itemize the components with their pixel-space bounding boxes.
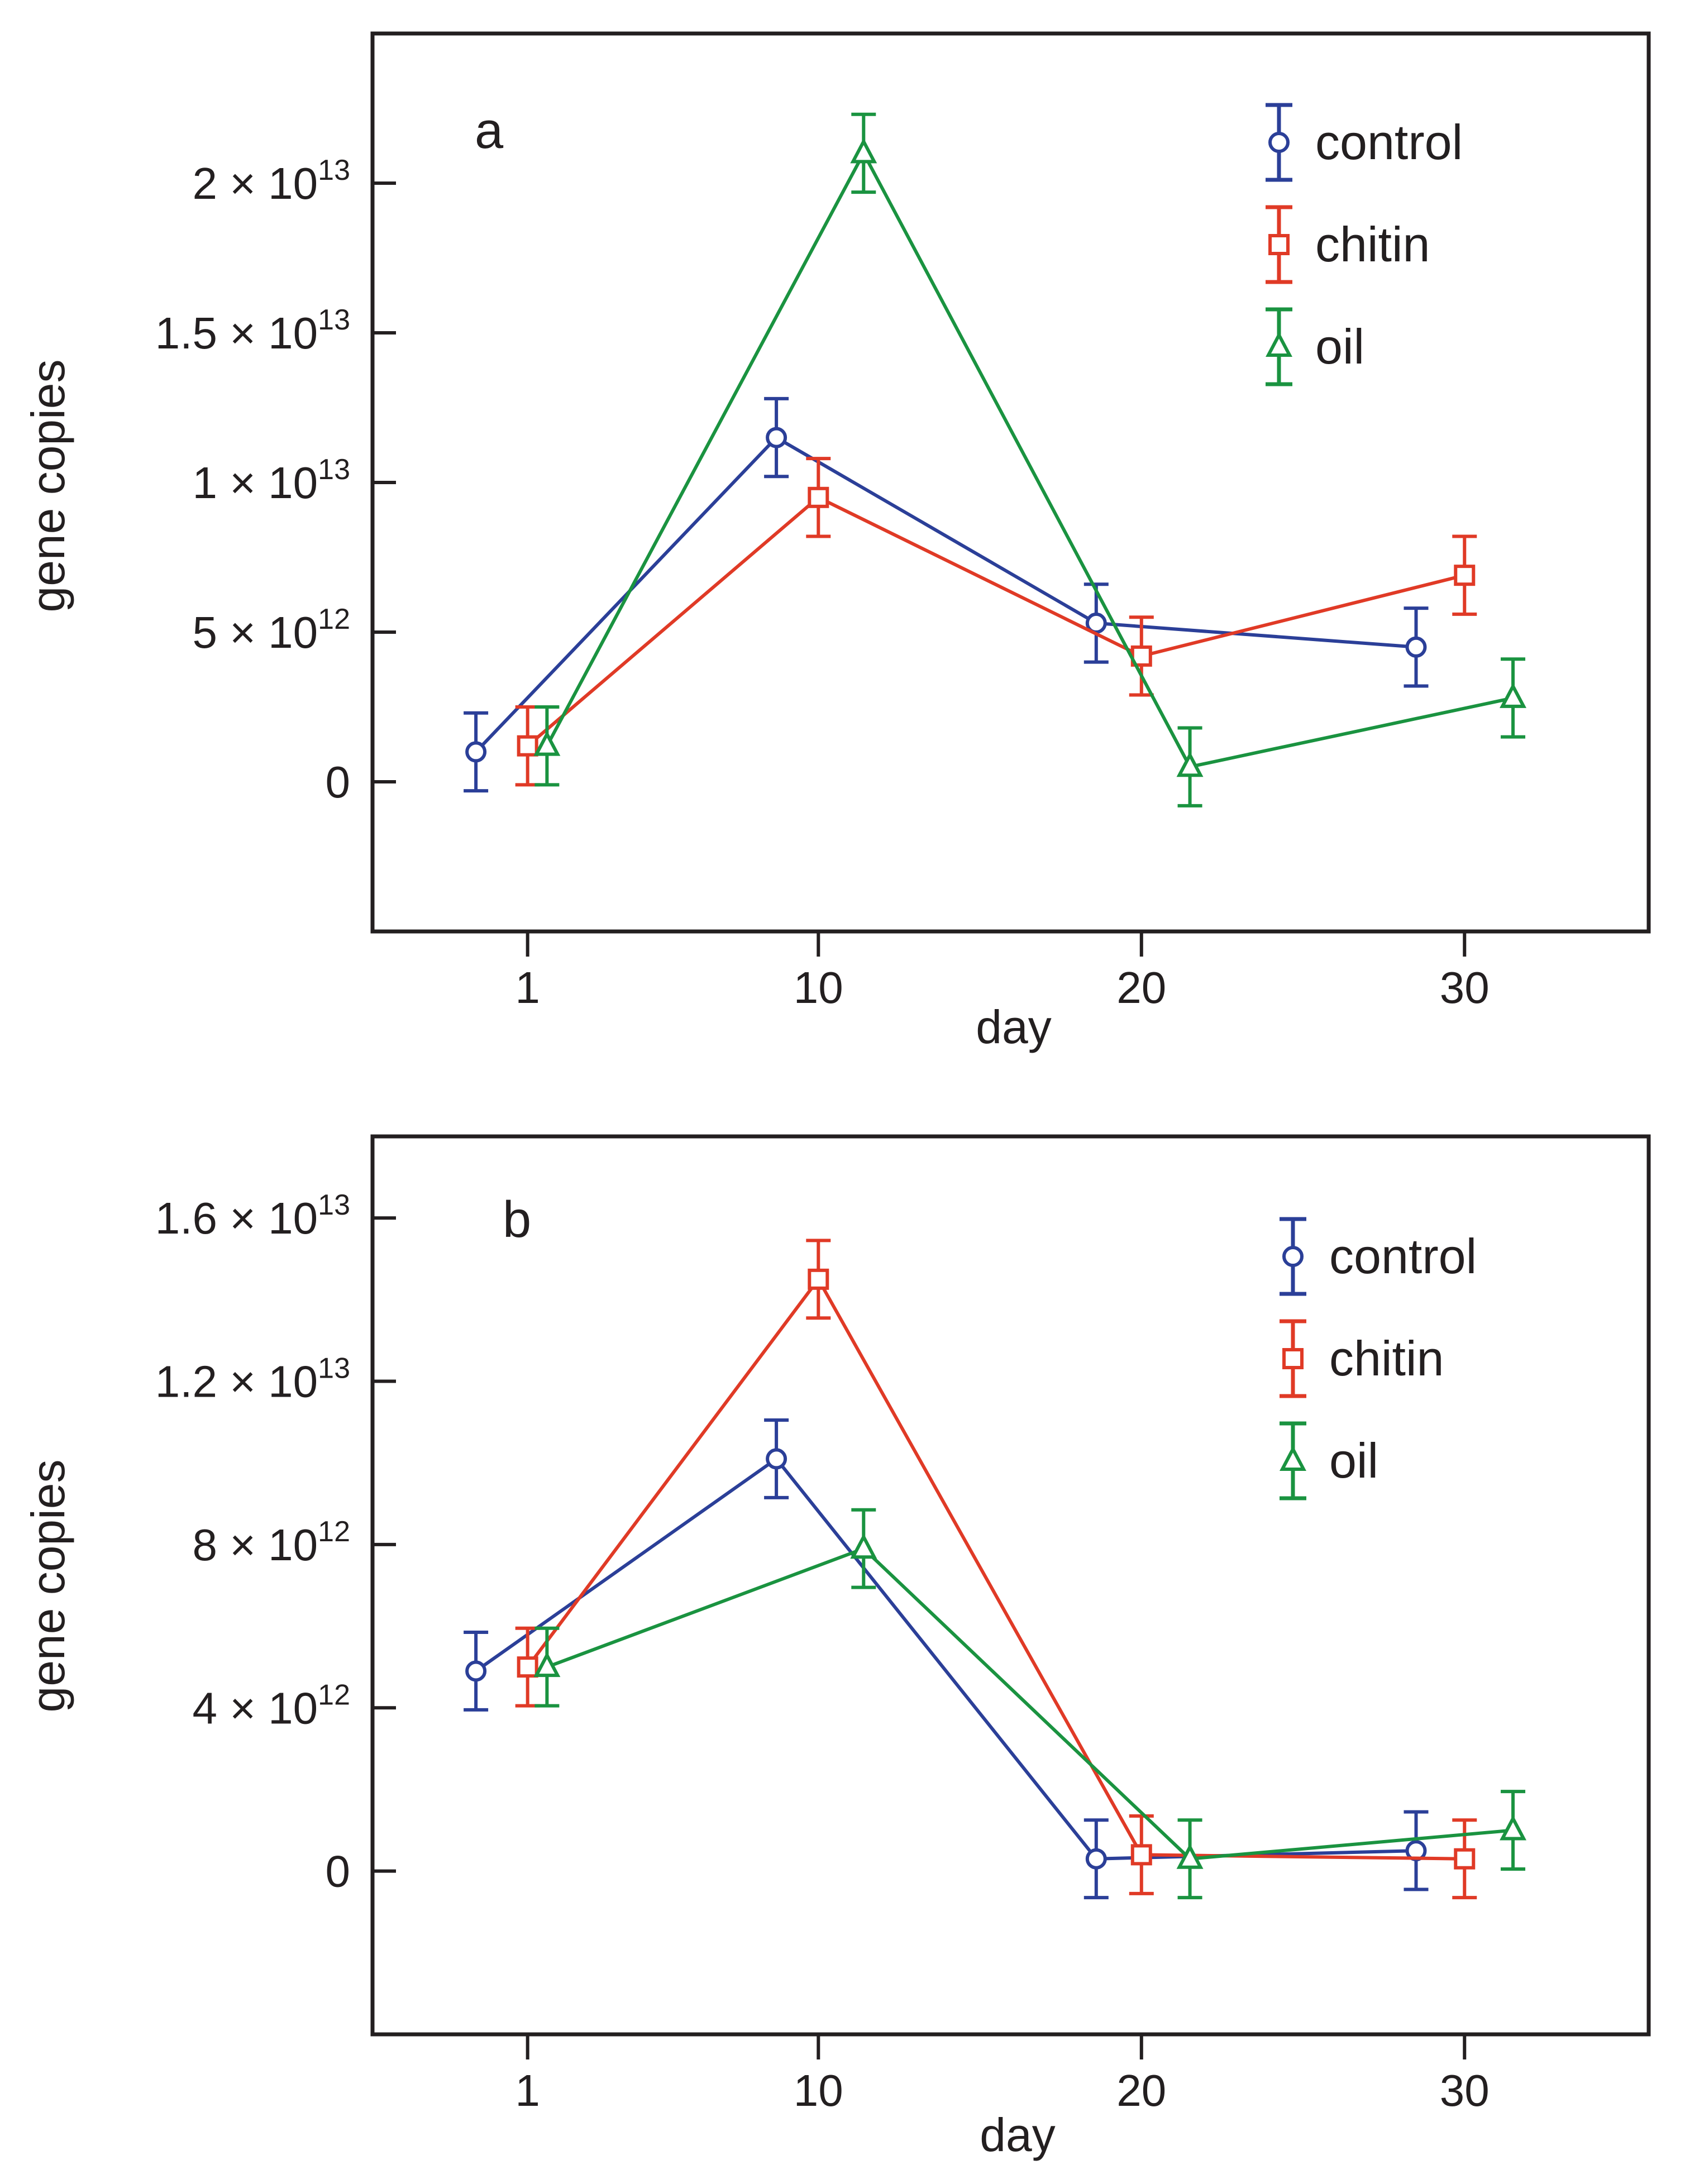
data-point-chitin-a-1: [808, 486, 829, 508]
data-point-oil-b-0: [533, 1651, 561, 1678]
y-tick-label-a-0: 0: [326, 757, 351, 807]
legend-marker-control-a: [1268, 132, 1290, 153]
legend-label-control-b: control: [1329, 1229, 1477, 1284]
series-line-oil-b: [546, 1547, 1514, 1861]
y-tick-exponent-b-1: 12: [318, 1679, 350, 1711]
y-tick-label-a-1: 5 × 1012: [193, 603, 351, 657]
y-tick-exponent-b-4: 13: [318, 1189, 350, 1221]
data-point-chitin-a-0: [517, 735, 538, 757]
series-chitin-a: [515, 457, 1477, 787]
y-tick-base-b-2: 8 × 10: [193, 1520, 318, 1570]
x-tick-label-a-3: 30: [1440, 963, 1490, 1012]
y-tick-label-a-2: 1 × 1013: [193, 453, 351, 508]
y-tick-label-b-0: 0: [326, 1847, 351, 1896]
data-point-chitin-b-0: [517, 1656, 538, 1678]
y-tick-base-b-1: 4 × 10: [193, 1683, 318, 1733]
y-tick-exponent-a-2: 13: [318, 453, 350, 486]
series-line-chitin-b: [526, 1277, 1465, 1861]
data-point-control-a-1: [766, 427, 787, 448]
y-tick-base-b-0: 0: [326, 1847, 351, 1896]
y-tick-base-a-2: 1 × 10: [193, 458, 318, 508]
data-point-chitin-b-2: [1130, 1844, 1152, 1866]
plot-frame-b: [370, 1134, 1651, 2037]
legend-entry-oil-a: oil: [1266, 307, 1364, 386]
y-tick-label-b-2: 8 × 1012: [193, 1516, 351, 1570]
series-oil-a: [533, 112, 1527, 807]
legend-marker-chitin-a: [1268, 234, 1290, 255]
legend-a: control chitin oil: [1266, 103, 1463, 386]
x-axis-title-b: day: [980, 2109, 1055, 2161]
legend-label-chitin-b: chitin: [1329, 1331, 1444, 1386]
y-tick-exponent-a-3: 13: [318, 304, 350, 336]
legend-marker-oil-b: [1280, 1445, 1306, 1471]
x-axis-title-a: day: [976, 1001, 1051, 1053]
series-line-oil-a: [545, 151, 1514, 769]
data-point-chitin-b-3: [1454, 1848, 1476, 1870]
y-tick-label-b-1: 4 × 1012: [193, 1679, 351, 1733]
data-point-control-a-0: [465, 741, 487, 763]
y-axis-title-a: gene copies: [22, 359, 74, 612]
y-tick-base-a-0: 0: [326, 757, 351, 807]
x-tick-label-b-1: 10: [794, 2066, 843, 2115]
data-point-chitin-b-1: [808, 1268, 829, 1290]
y-tick-exponent-b-3: 13: [318, 1353, 350, 1385]
panel-label-b: b: [503, 1191, 531, 1248]
y-tick-label-a-4: 2 × 1013: [193, 154, 351, 208]
legend-label-oil-b: oil: [1329, 1433, 1378, 1488]
data-point-oil-a-3: [1500, 682, 1527, 708]
y-axis-title-b: gene copies: [22, 1459, 74, 1712]
legend-marker-oil-a: [1266, 331, 1292, 357]
x-tick-label-b-3: 30: [1440, 2066, 1490, 2115]
data-point-control-b-2: [1085, 1848, 1107, 1870]
legend-entry-chitin-b: chitin: [1280, 1319, 1444, 1398]
data-point-oil-a-1: [850, 137, 877, 164]
data-point-oil-a-2: [1176, 751, 1204, 777]
y-tick-base-a-4: 2 × 10: [193, 159, 318, 208]
series-oil-b: [533, 1508, 1527, 1900]
legend-entry-control-b: control: [1280, 1217, 1477, 1296]
y-tick-base-b-4: 1.6 × 10: [155, 1193, 318, 1243]
series-line-chitin-a: [526, 495, 1465, 747]
data-point-oil-b-2: [1176, 1843, 1204, 1869]
x-tick-label-a-1: 10: [794, 963, 843, 1012]
legend-entry-oil-b: oil: [1280, 1421, 1378, 1500]
y-tick-label-a-3: 1.5 × 1013: [155, 304, 350, 358]
data-point-oil-b-1: [850, 1533, 877, 1559]
legend-marker-control-b: [1282, 1246, 1304, 1267]
y-tick-base-b-3: 1.2 × 10: [155, 1357, 318, 1407]
legend-label-control-a: control: [1315, 114, 1463, 170]
y-tick-exponent-a-4: 13: [318, 154, 350, 187]
data-point-chitin-a-3: [1454, 565, 1476, 586]
legend-entry-control-a: control: [1266, 103, 1463, 182]
y-tick-label-b-4: 1.6 × 1013: [155, 1189, 350, 1243]
data-point-control-a-3: [1405, 636, 1427, 658]
x-tick-label-b-0: 1: [515, 2066, 540, 2115]
x-tick-label-b-2: 20: [1116, 2066, 1166, 2115]
legend-label-oil-a: oil: [1315, 319, 1364, 374]
data-point-oil-b-3: [1500, 1815, 1527, 1841]
y-tick-exponent-a-1: 12: [318, 603, 350, 635]
data-point-control-b-0: [465, 1660, 487, 1682]
y-tick-base-a-1: 5 × 10: [193, 608, 318, 657]
legend-b: control chitin oil: [1280, 1217, 1477, 1500]
y-tick-base-a-3: 1.5 × 10: [155, 308, 318, 358]
x-tick-label-a-2: 20: [1116, 963, 1166, 1012]
legend-entry-chitin-a: chitin: [1266, 205, 1430, 284]
legend-label-chitin-a: chitin: [1315, 217, 1430, 272]
y-tick-label-b-3: 1.2 × 1013: [155, 1353, 350, 1407]
y-tick-exponent-b-2: 12: [318, 1516, 350, 1548]
data-point-oil-a-0: [533, 730, 561, 756]
panel-label-a: a: [475, 102, 504, 159]
data-point-control-b-1: [766, 1448, 787, 1470]
x-tick-label-a-0: 1: [515, 963, 540, 1012]
legend-marker-chitin-b: [1282, 1348, 1304, 1369]
